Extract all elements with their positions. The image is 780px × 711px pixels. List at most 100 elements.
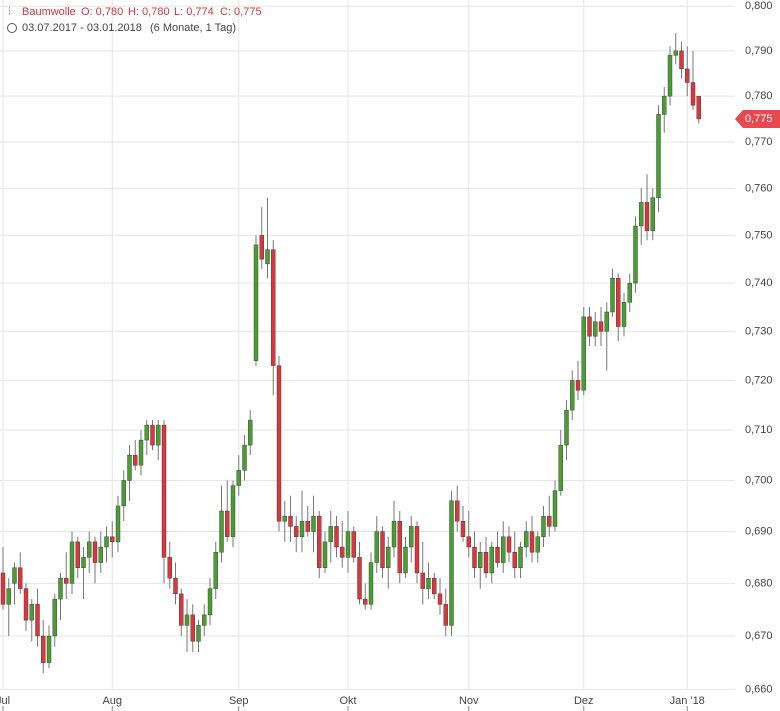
candle-body xyxy=(225,510,230,537)
x-tick-label: Okt xyxy=(339,695,356,707)
candle-body xyxy=(52,598,57,637)
candle-body xyxy=(202,614,207,626)
candle-body xyxy=(58,577,63,600)
y-tick-label: 0,770 xyxy=(745,136,773,148)
candle-body xyxy=(478,551,483,568)
candle-body xyxy=(633,225,638,284)
candle-body xyxy=(150,424,155,446)
candle-body xyxy=(351,531,356,558)
candle-body xyxy=(598,321,604,332)
candle-body xyxy=(518,546,523,568)
candle-body xyxy=(311,515,316,532)
candle-body xyxy=(133,454,138,466)
candle-body xyxy=(432,577,437,595)
candle-body xyxy=(196,625,201,642)
candle-body xyxy=(253,244,259,361)
candle-body xyxy=(29,604,34,621)
x-tick-label: Jul xyxy=(0,695,10,707)
candle-body xyxy=(282,515,287,522)
candle-body xyxy=(460,521,466,537)
candle-body xyxy=(271,249,276,366)
candle-body xyxy=(288,515,293,527)
y-tick-label: 0,740 xyxy=(745,277,773,289)
x-tick-label: Dez xyxy=(574,695,594,707)
candle-body xyxy=(64,577,69,584)
candle-body xyxy=(219,510,224,553)
candle-body xyxy=(506,536,512,553)
candle-body xyxy=(466,536,471,548)
x-tick-label: Nov xyxy=(459,695,479,707)
candle-body xyxy=(667,55,673,97)
candle-body xyxy=(184,614,190,626)
candle-body xyxy=(552,490,558,527)
candle-body xyxy=(696,95,701,120)
candle-body xyxy=(616,278,621,327)
candle-body xyxy=(679,50,684,70)
candle-body xyxy=(345,531,351,558)
date-range: 03.07.2017 - 03.01.2018 xyxy=(22,22,142,34)
x-tick-label: Sep xyxy=(229,695,249,707)
candle-body xyxy=(639,202,644,227)
candle-body xyxy=(650,197,655,231)
candle-body xyxy=(541,515,546,537)
candle-body xyxy=(368,562,374,605)
candle-body xyxy=(138,439,144,466)
candle-body xyxy=(46,635,52,663)
candle-body xyxy=(121,480,126,507)
y-tick-label: 0,780 xyxy=(745,90,773,102)
y-tick-label: 0,710 xyxy=(745,424,773,436)
y-tick-label: 0,790 xyxy=(745,45,773,57)
candle-body xyxy=(92,541,98,563)
candle-body xyxy=(627,282,632,303)
y-tick-label: 0,660 xyxy=(745,683,773,695)
candle-body xyxy=(144,424,149,441)
candle-body xyxy=(35,604,40,637)
y-tick-label: 0,730 xyxy=(745,325,773,337)
y-tick-label: 0,760 xyxy=(745,182,773,194)
period: (6 Monate, 1 Tag) xyxy=(150,22,236,34)
y-tick-label: 0,700 xyxy=(745,474,773,486)
candle-body xyxy=(305,521,310,532)
candle-body xyxy=(380,531,385,568)
candle-body xyxy=(173,577,178,595)
candle-body xyxy=(328,526,333,543)
candle-body xyxy=(443,604,448,626)
candle-body xyxy=(570,380,575,411)
candle-body xyxy=(0,572,6,605)
candle-body xyxy=(299,521,305,537)
candle-body xyxy=(564,409,569,446)
candle-body xyxy=(23,588,29,621)
y-tick-label: 0,690 xyxy=(745,525,773,537)
candle-body xyxy=(685,68,690,83)
candle-body xyxy=(662,95,667,115)
candle-body xyxy=(41,635,46,663)
candle-body xyxy=(179,593,184,626)
candle-body xyxy=(529,531,535,553)
candle-body xyxy=(115,505,121,543)
candle-body xyxy=(213,551,218,589)
y-tick-label: 0,680 xyxy=(745,577,773,589)
y-tick-label: 0,670 xyxy=(745,630,773,642)
candle-body xyxy=(501,536,506,563)
candle-body xyxy=(81,557,86,568)
candle-body xyxy=(656,114,661,198)
candle-body xyxy=(673,50,678,56)
candle-body xyxy=(357,557,362,600)
candle-body xyxy=(104,536,109,548)
candle-body xyxy=(167,557,172,579)
candle-body xyxy=(593,321,598,337)
candle-body xyxy=(437,593,443,605)
candle-body xyxy=(12,567,17,584)
candle-body xyxy=(317,515,322,568)
candle-body xyxy=(322,541,328,568)
candle-body xyxy=(374,531,379,563)
last-price-label: 0,775 xyxy=(745,113,773,125)
candle-body xyxy=(495,546,500,563)
candle-body xyxy=(575,380,581,391)
candle-body xyxy=(483,551,489,574)
candle-body xyxy=(558,444,563,491)
high-label: H: 0,780 xyxy=(128,6,170,18)
candle-body xyxy=(512,551,517,568)
open-label: O: 0,780 xyxy=(81,6,123,18)
